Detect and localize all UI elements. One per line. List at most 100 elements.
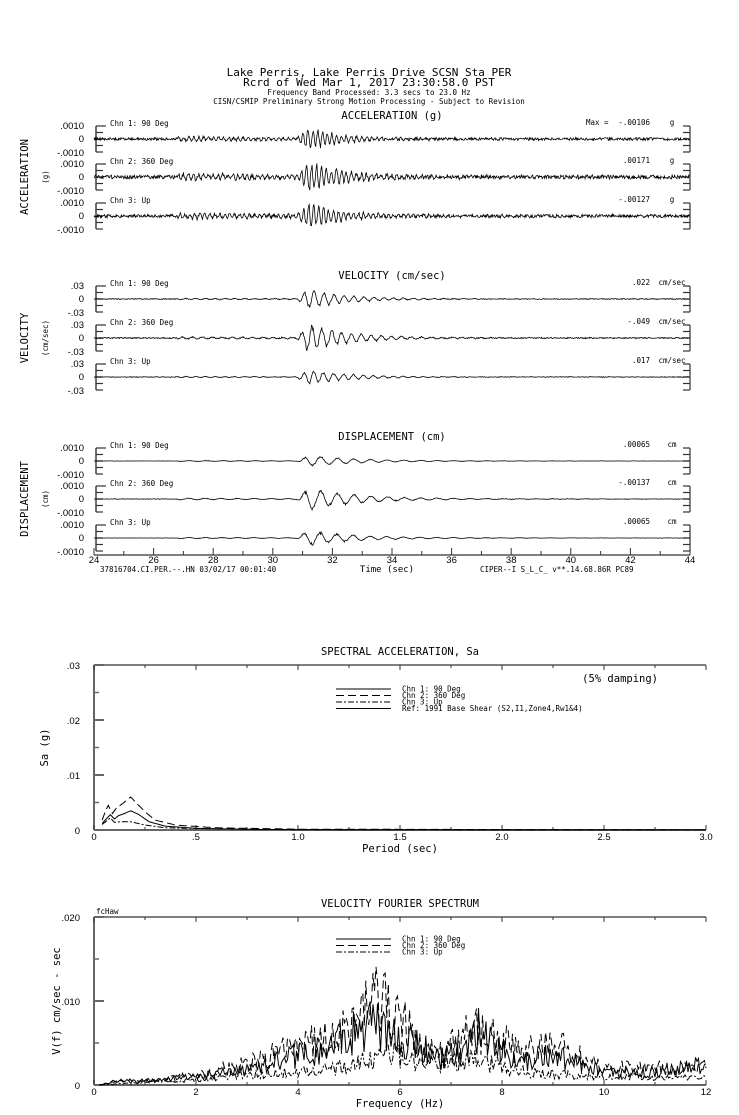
x-axis-label: Frequency (Hz) (356, 1098, 445, 1110)
waveform-trace (93, 163, 690, 191)
x-tick-label: 8 (499, 1087, 504, 1098)
waveform-trace (93, 324, 690, 351)
panel-title: ACCELERATION (g) (341, 110, 442, 122)
x-tick-label: 1.5 (393, 832, 406, 843)
y-tick-label-min: -.03 (68, 347, 84, 358)
channel-max-value: -.049 (627, 317, 650, 326)
time-tick-label: 32 (327, 555, 338, 566)
x-tick-label: 2.5 (597, 832, 610, 843)
series-line (98, 966, 707, 1086)
y-tick-label-zero: 0 (79, 333, 84, 344)
channel-max-value: -.00106 (618, 118, 650, 127)
plot-title: VELOCITY FOURIER SPECTRUM (321, 898, 479, 910)
time-tick-label: 26 (148, 555, 159, 566)
plot-title: SPECTRAL ACCELERATION, Sa (321, 646, 479, 658)
x-tick-label: 10 (599, 1087, 610, 1098)
channel-max-value: .022 (632, 278, 650, 287)
panel-title: DISPLACEMENT (cm) (338, 431, 445, 443)
y-tick-label-zero: 0 (79, 172, 84, 183)
time-tick-label: 34 (387, 555, 398, 566)
channel-label: Chn 2: 360 Deg (110, 479, 173, 488)
channel-label: Chn 3: Up (110, 196, 151, 205)
y-tick-label-zero: 0 (79, 372, 84, 383)
channel-max-value: .00065 (623, 440, 650, 449)
waveform-trace (93, 456, 690, 467)
channel-max-unit: g (670, 118, 675, 127)
legend-label: Chn 2: 360 Deg (402, 941, 465, 950)
y-tick-label-min: -.0010 (57, 186, 84, 197)
legend-label: Chn 3: Up (402, 948, 443, 957)
y-tick-label-max: .03 (71, 281, 84, 292)
channel-max-unit: cm/sec (658, 356, 685, 365)
waveform-trace (93, 129, 690, 149)
legend-label: Ref: 1991 Base Shear (S2,I1,Zone4,Rw1&4) (402, 704, 583, 713)
x-tick-label: 6 (397, 1087, 402, 1098)
time-tick-label: 30 (268, 555, 279, 566)
y-tick-label-min: -.0010 (57, 225, 84, 236)
station-title: Lake Perris, Lake Perris Drive SCSN Sta … (227, 66, 512, 79)
y-tick-label: .020 (62, 913, 81, 924)
time-tick-label: 44 (685, 555, 696, 566)
y-tick-label-zero: 0 (79, 456, 84, 467)
series-line (101, 810, 706, 831)
y-tick-label-max: .0010 (60, 443, 84, 454)
x-tick-label: 0 (91, 1087, 96, 1098)
channel-label: Chn 1: 90 Deg (110, 279, 169, 288)
y-axis-label: V(f) cm/sec - sec (51, 947, 63, 1054)
y-tick-label: .03 (67, 661, 80, 672)
channel-max-unit: g (670, 195, 675, 204)
time-tick-label: 36 (446, 555, 457, 566)
corner-label: fcHaw (96, 907, 119, 916)
y-tick-label-zero: 0 (79, 294, 84, 305)
waveform-trace (93, 202, 690, 227)
channel-max-unit: cm (667, 517, 677, 526)
y-tick-label: .010 (62, 997, 81, 1008)
y-tick-label-min: -.0010 (57, 508, 84, 519)
panel-title: VELOCITY (cm/sec) (338, 270, 445, 282)
y-tick-label-min: -.03 (68, 308, 84, 319)
record-time: Rcrd of Wed Mar 1, 2017 23:30:58.0 PST (243, 76, 495, 89)
y-axis-label: DISPLACEMENT (19, 460, 31, 537)
channel-max-unit: cm/sec (658, 278, 685, 287)
y-tick-label-min: -.0010 (57, 470, 84, 481)
y-tick-label-max: .0010 (60, 159, 84, 170)
y-tick-label-max: .03 (71, 320, 84, 331)
time-tick-label: 40 (566, 555, 577, 566)
y-tick-label-max: .0010 (60, 121, 84, 132)
x-tick-label: 0 (91, 832, 96, 843)
channel-max-unit: cm (667, 440, 677, 449)
y-axis-unit: (g) (41, 170, 50, 184)
channel-max-unit: cm/sec (658, 317, 685, 326)
channel-label: Chn 1: 90 Deg (110, 441, 169, 450)
x-tick-label: 12 (701, 1087, 712, 1098)
channel-label: Chn 2: 360 Deg (110, 318, 173, 327)
x-tick-label: 3.0 (699, 832, 712, 843)
processing-id: CIPER--I S_L_C_ v**.14.68.86R PC89 (480, 565, 634, 574)
channel-max-value: -.00137 (618, 478, 650, 487)
x-axis-label: Period (sec) (362, 843, 438, 855)
y-axis-label: VELOCITY (19, 312, 31, 363)
record-id: 37816704.CI.PER.--.HN 03/02/17 00:01:40 (100, 565, 277, 574)
frequency-band: Frequency Band Processed: 3.3 secs to 23… (267, 88, 470, 97)
y-tick-label: 0 (75, 826, 80, 837)
y-tick-label-max: .0010 (60, 481, 84, 492)
channel-max-value: .00171 (623, 156, 650, 165)
channel-label: Chn 2: 360 Deg (110, 157, 173, 166)
waveform-trace (93, 370, 690, 385)
channel-max-unit: g (670, 156, 675, 165)
y-tick-label-max: .0010 (60, 198, 84, 209)
x-tick-label: 4 (295, 1087, 300, 1098)
waveform-trace (93, 290, 690, 308)
y-tick-label-max: .0010 (60, 520, 84, 531)
waveform-trace (93, 489, 690, 511)
y-axis-label: ACCELERATION (19, 139, 31, 215)
x-tick-label: 2 (193, 1087, 198, 1098)
series-line (101, 796, 706, 831)
y-tick-label-min: -.03 (68, 386, 84, 397)
y-tick-label-zero: 0 (79, 134, 84, 145)
series-line (98, 1001, 707, 1086)
y-axis-unit: (cm/sec) (41, 320, 50, 356)
damping-note: (5% damping) (582, 673, 658, 685)
